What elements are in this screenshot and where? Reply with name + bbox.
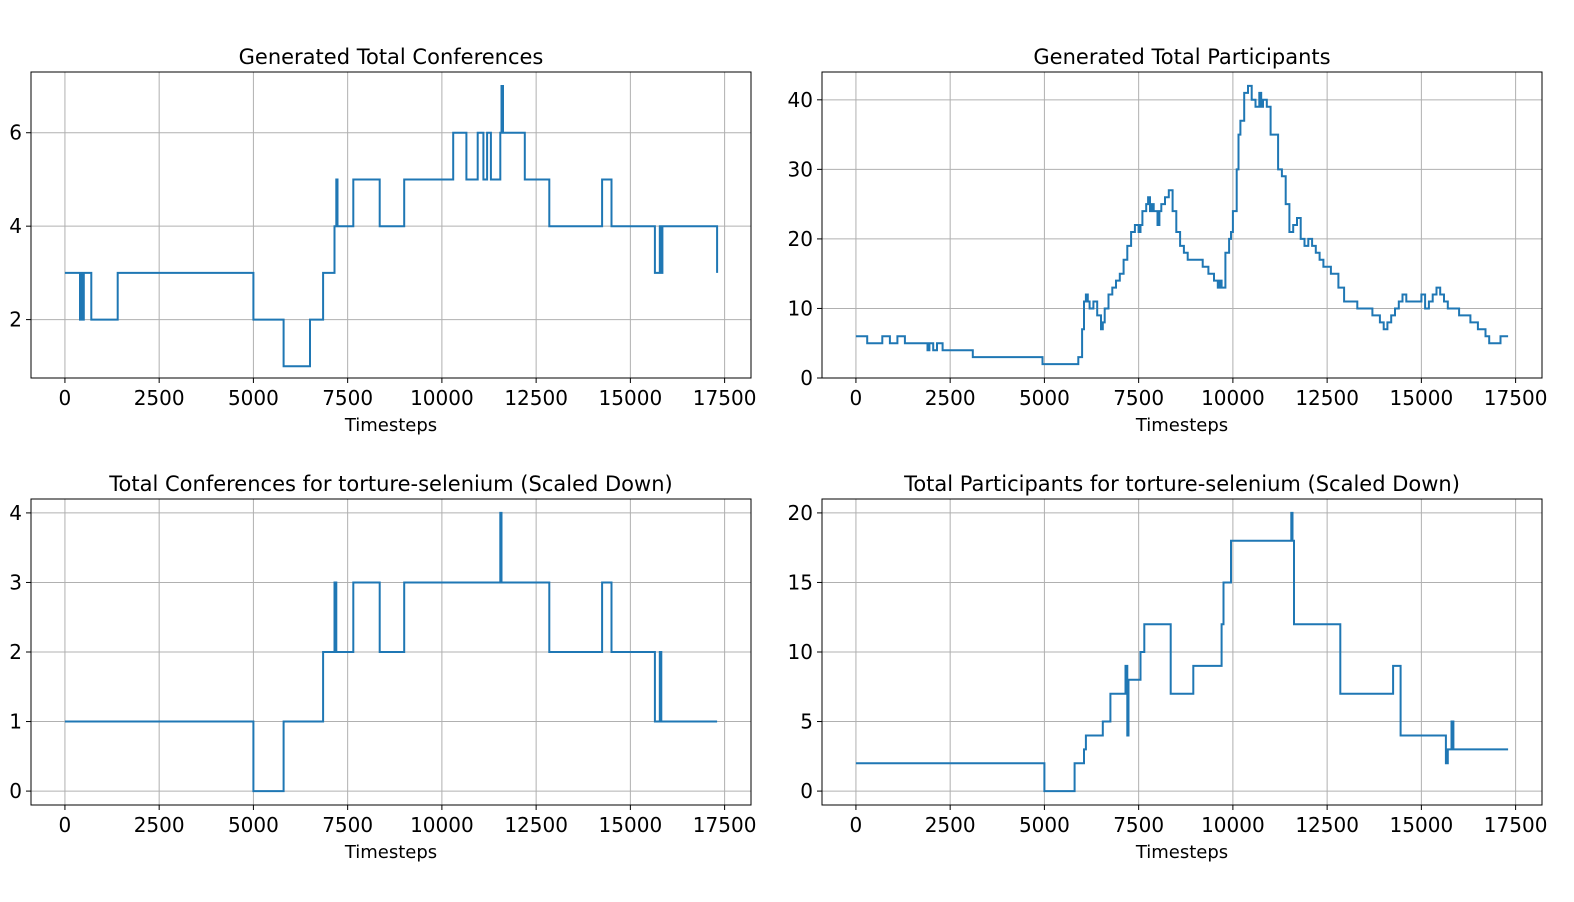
y-tick-label: 10	[788, 296, 813, 320]
x-tick-label: 5000	[228, 813, 279, 837]
y-tick-label: 10	[788, 640, 813, 664]
x-tick-label: 2500	[925, 386, 976, 410]
x-tick-label: 7500	[322, 386, 373, 410]
y-tick-label: 2	[9, 308, 22, 332]
tick-labels: 0 2500 5000 7500 10000 12500 15000 17500 0 10 20 30…	[788, 88, 1548, 410]
y-tick-label: 3	[9, 570, 22, 594]
grid	[822, 499, 1542, 805]
x-tick-label: 10000	[1201, 813, 1265, 837]
y-tick-label: 40	[788, 88, 813, 112]
y-tick-label: 0	[800, 366, 813, 390]
series-path	[855, 84, 1509, 366]
grid	[822, 72, 1542, 379]
x-axis-label: Timesteps	[1135, 415, 1228, 436]
y-tick-label: 30	[788, 157, 813, 181]
x-tick-label: 12500	[1295, 386, 1359, 410]
x-tick-label: 2500	[134, 386, 185, 410]
plot-frame	[821, 498, 1543, 806]
series-path	[64, 511, 718, 793]
plot-frame	[30, 498, 752, 806]
x-tick-label: 2500	[134, 813, 185, 837]
x-tick-label: 17500	[693, 386, 757, 410]
tick-labels: 0 2500 5000 7500 10000 12500 15000 17500 2 4 6	[9, 121, 756, 410]
x-axis-label: Timesteps	[1135, 842, 1228, 863]
y-tick-label: 20	[788, 227, 813, 251]
x-tick-label: 10000	[1201, 386, 1265, 410]
subplot-total-participants-torture-selenium: Total Participants for torture-selenium …	[788, 472, 1548, 863]
series-line	[855, 511, 1509, 793]
x-tick-label: 12500	[504, 386, 568, 410]
y-tick-label: 4	[9, 214, 22, 238]
subplot-total-conferences-torture-selenium: Total Conferences for torture-selenium (…	[9, 472, 756, 863]
x-axis-label: Timesteps	[344, 415, 437, 436]
x-tick-label: 15000	[1390, 813, 1454, 837]
plot-frame	[821, 71, 1543, 379]
y-tick-label: 15	[788, 570, 813, 594]
subplot-title: Total Conferences for torture-selenium (…	[108, 472, 672, 496]
y-tick-label: 2	[9, 640, 22, 664]
x-tick-label: 17500	[693, 813, 757, 837]
series-line	[855, 84, 1509, 366]
y-tick-label: 20	[788, 501, 813, 525]
x-tick-label: 5000	[1019, 813, 1070, 837]
x-tick-label: 15000	[599, 813, 663, 837]
x-tick-label: 0	[59, 813, 72, 837]
subplot-title: Generated Total Conferences	[239, 45, 544, 69]
series-line	[64, 511, 718, 793]
tick-labels: 0 2500 5000 7500 10000 12500 15000 17500 0 1 2 3 4	[9, 501, 756, 837]
x-tick-label: 17500	[1484, 386, 1548, 410]
series-line	[64, 85, 719, 368]
x-axis-label: Timesteps	[344, 842, 437, 863]
x-tick-label: 7500	[1113, 813, 1164, 837]
y-tick-label: 5	[800, 710, 813, 734]
x-tick-label: 12500	[504, 813, 568, 837]
series-path	[855, 511, 1509, 793]
series-path	[64, 85, 719, 368]
x-tick-label: 2500	[925, 813, 976, 837]
y-tick-label: 0	[800, 779, 813, 803]
x-tick-label: 12500	[1295, 813, 1359, 837]
x-tick-label: 17500	[1484, 813, 1548, 837]
x-tick-label: 0	[850, 386, 863, 410]
x-tick-label: 0	[59, 386, 72, 410]
x-tick-label: 7500	[1113, 386, 1164, 410]
y-tick-label: 1	[9, 710, 22, 734]
x-tick-label: 15000	[1390, 386, 1454, 410]
subplot-generated-total-participants: Generated Total Participants Timesteps 0…	[788, 45, 1548, 436]
x-tick-label: 5000	[228, 386, 279, 410]
x-tick-label: 5000	[1019, 386, 1070, 410]
subplot-generated-total-conferences: Generated Total Conferences Timesteps 0 2…	[9, 45, 756, 436]
x-tick-label: 7500	[322, 813, 373, 837]
plot-frame	[30, 71, 752, 379]
subplot-title: Total Participants for torture-selenium …	[903, 472, 1460, 496]
tick-labels: 0 2500 5000 7500 10000 12500 15000 17500 0 5 10 15 2…	[788, 501, 1548, 837]
subplot-title: Generated Total Participants	[1033, 45, 1330, 69]
x-tick-label: 10000	[410, 386, 474, 410]
x-tick-label: 15000	[599, 386, 663, 410]
y-tick-label: 6	[9, 121, 22, 145]
x-tick-label: 0	[850, 813, 863, 837]
x-tick-label: 10000	[410, 813, 474, 837]
grid	[31, 72, 751, 378]
y-tick-label: 4	[9, 501, 22, 525]
y-tick-label: 0	[9, 779, 22, 803]
